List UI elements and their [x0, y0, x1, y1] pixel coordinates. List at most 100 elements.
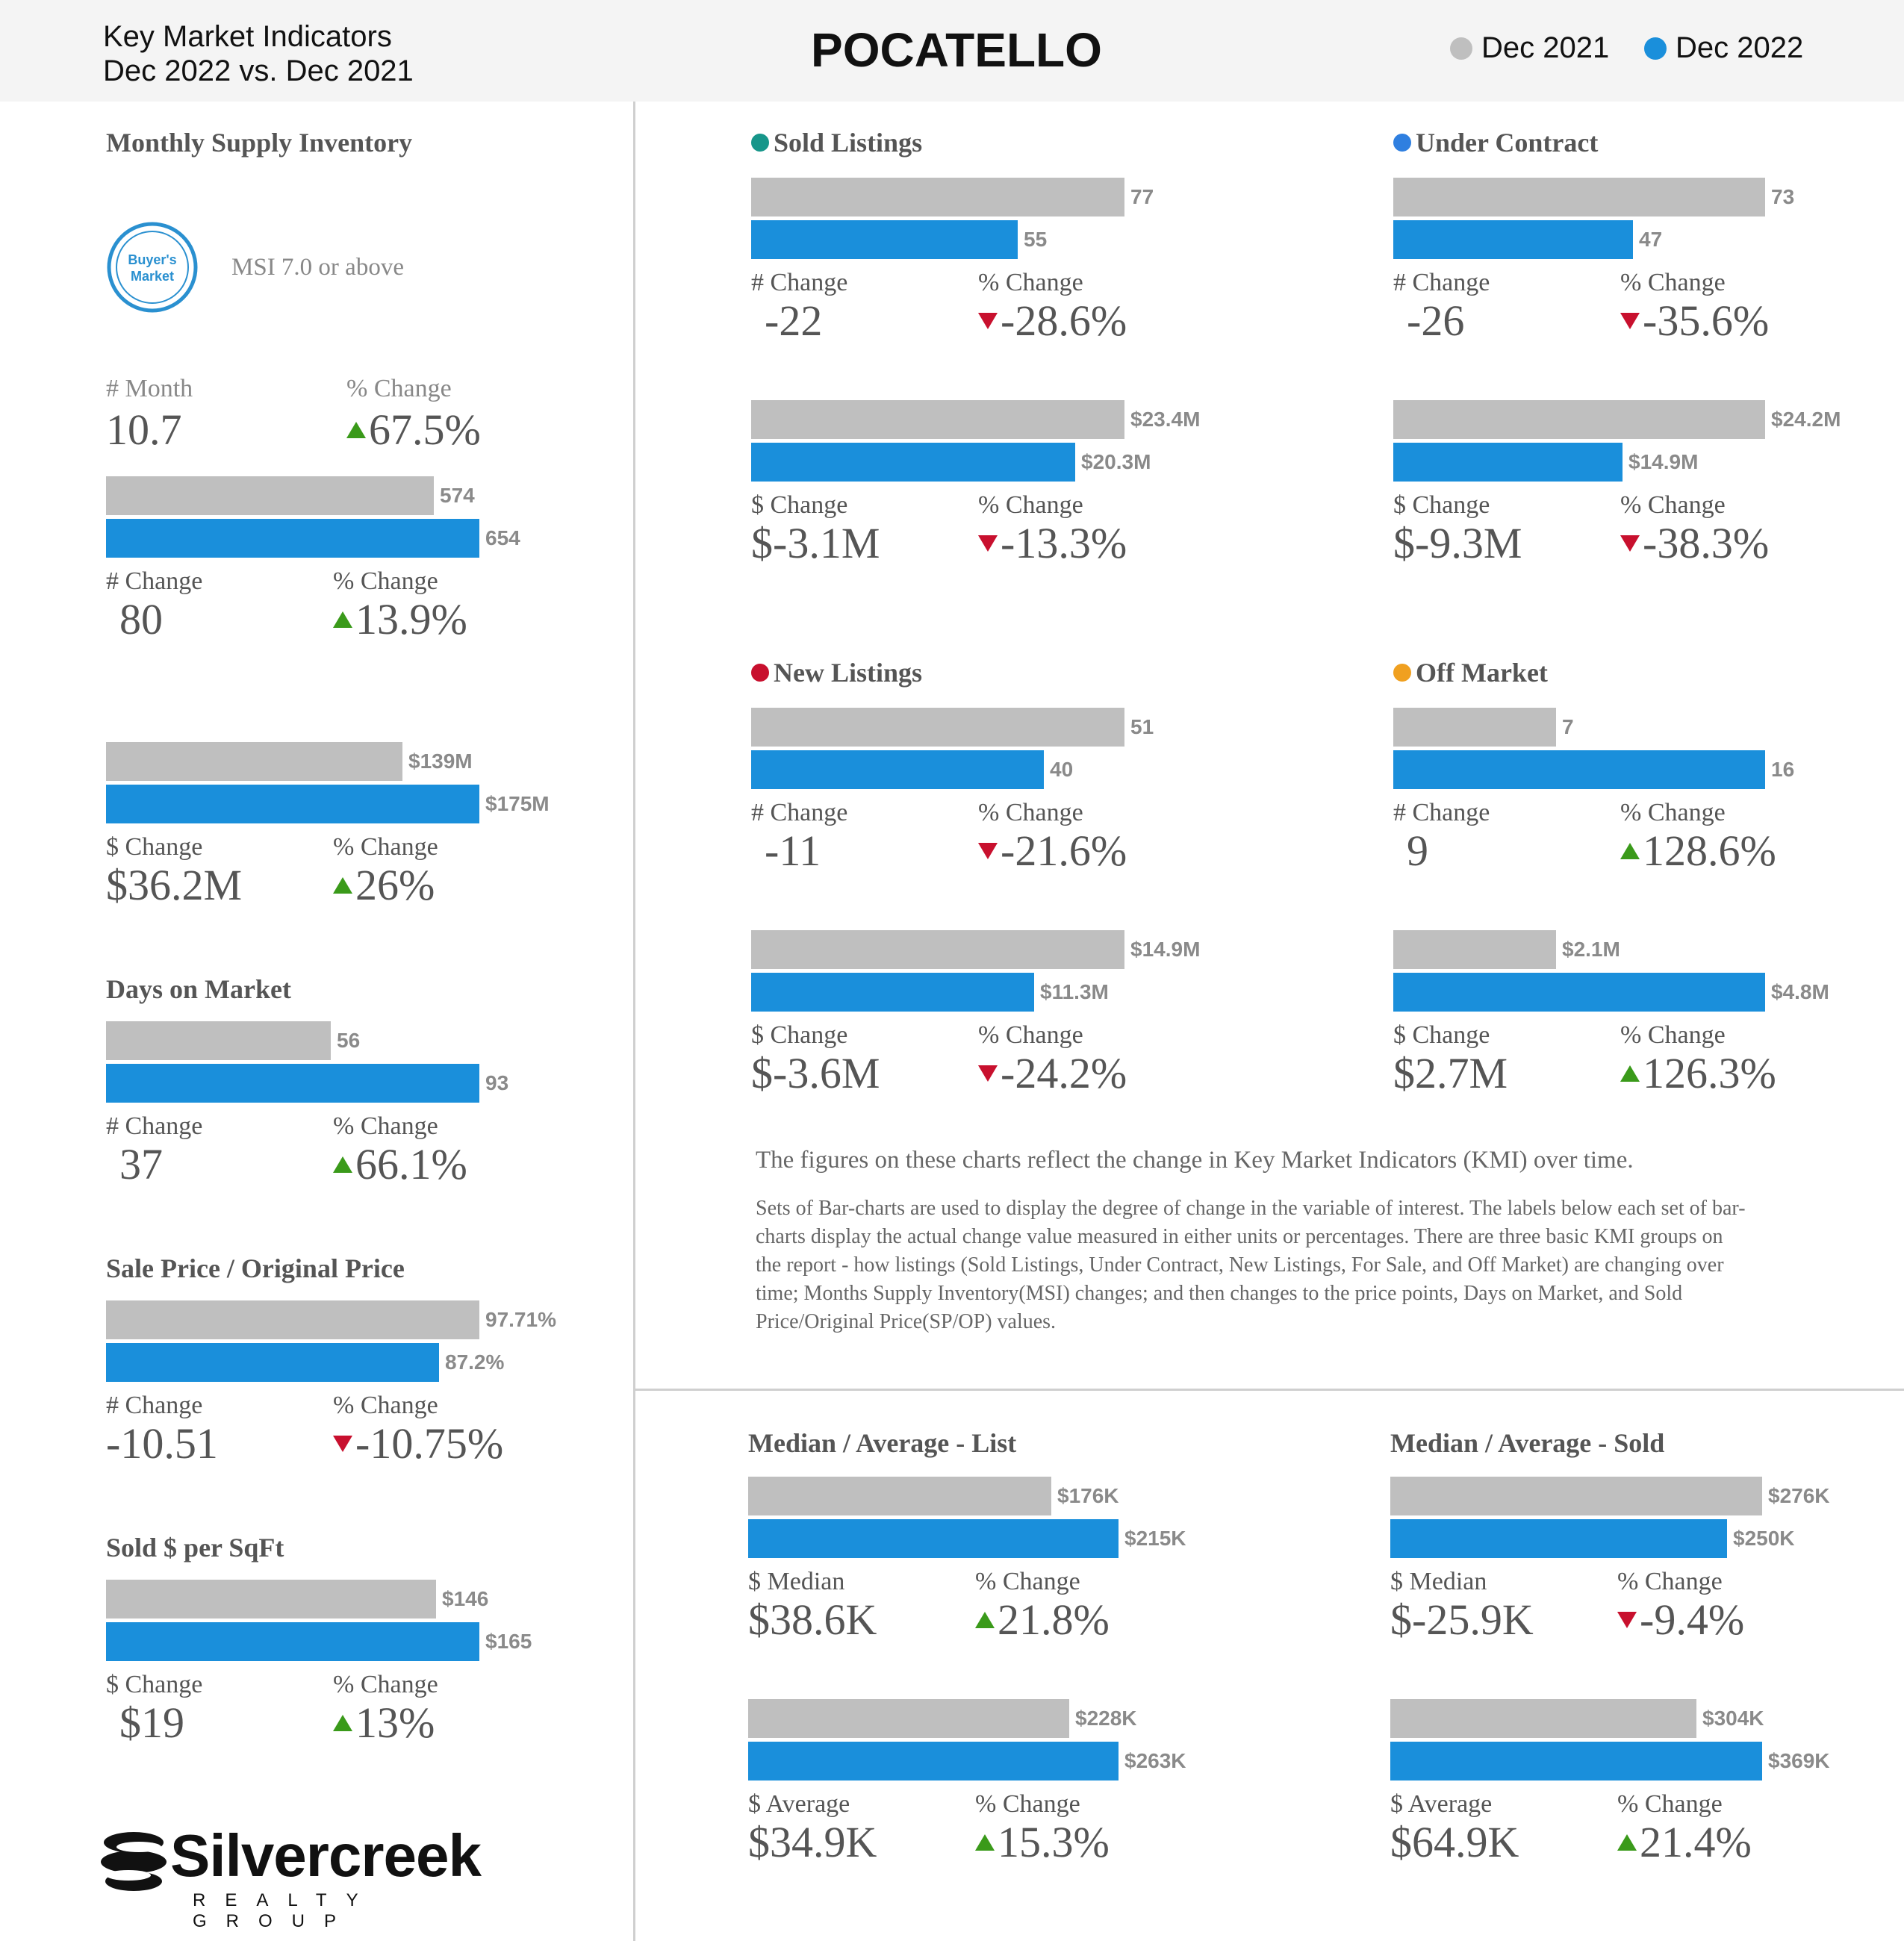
uc-count-change-label: # Change	[1393, 269, 1490, 296]
new-count-change-label: # Change	[751, 799, 848, 826]
sold-per-sqft-title: Sold $ per SqFt	[106, 1532, 284, 1563]
for-sale-count-pct-value: 13.9%	[333, 594, 467, 644]
off-volume-change-value: $2.7M	[1393, 1049, 1508, 1097]
uc-volume-bar-dec2022	[1393, 443, 1623, 482]
for-sale-count-bar-label: 654	[485, 526, 520, 549]
new-count-pct-label: % Change	[978, 799, 1083, 826]
days-on-market-change-value: 37	[119, 1140, 163, 1188]
sold-average-bar-dec2022	[1390, 1742, 1762, 1780]
for-sale-count-bar-dec2021	[106, 476, 434, 515]
up-triangle-icon	[1620, 1065, 1640, 1082]
for-sale-count-bar-dec2022	[106, 519, 479, 558]
off-count-bar-label: 7	[1562, 715, 1574, 738]
off-volume-bar-dec2021	[1393, 930, 1556, 969]
sold-average-bar-label: $304K	[1702, 1707, 1764, 1730]
logo-swoosh-icon	[101, 1832, 167, 1891]
list-median-pct-value: 21.8%	[975, 1595, 1110, 1645]
sold-per-sqft-title-text: Sold $ per SqFt	[106, 1533, 284, 1563]
off-volume-bar-dec2022	[1393, 973, 1765, 1012]
for-sale-volume-bar-dec2021	[106, 742, 402, 781]
sold-median-change-label: $ Median	[1390, 1568, 1487, 1595]
msi-pct-value: 67.5%	[346, 405, 481, 455]
new-volume-pct-text: -24.2%	[1001, 1049, 1127, 1097]
list-average-pct-label: % Change	[975, 1790, 1080, 1818]
up-triangle-icon	[346, 421, 366, 438]
new-count-title: New Listings	[751, 657, 922, 688]
header-subtitle-line1: Key Market Indicators	[103, 20, 392, 53]
new-volume-change-label: $ Change	[751, 1021, 848, 1049]
horizontal-divider	[635, 1389, 1904, 1391]
sold-count-change-label: # Change	[751, 269, 848, 296]
list-average-change-label: $ Average	[748, 1790, 850, 1818]
new-volume-bar-dec2021	[751, 930, 1124, 969]
off-count-title-text: Off Market	[1416, 658, 1548, 688]
sold-average-change-label: $ Average	[1390, 1790, 1493, 1818]
msi-title: Monthly Supply Inventory	[106, 128, 413, 158]
description-line: time; Months Supply Inventory(MSI) chang…	[756, 1282, 1683, 1305]
sp-op-change-label: # Change	[106, 1392, 203, 1419]
for-sale-volume-change-value: $36.2M	[106, 861, 243, 909]
msi-pct-text: 67.5%	[369, 405, 481, 454]
off-count-title: Off Market	[1393, 657, 1548, 688]
sold-volume-bar-label: $20.3M	[1081, 450, 1151, 473]
sold-average-bar-label: $369K	[1768, 1749, 1830, 1772]
sold-volume-change-value: $-3.1M	[751, 519, 880, 567]
down-triangle-icon	[978, 535, 998, 552]
sold-count-pct-text: -28.6%	[1001, 296, 1127, 345]
for-sale-volume-pct-value: 26%	[333, 860, 435, 910]
description-main: The figures on these charts reflect the …	[756, 1147, 1634, 1174]
sold-median-bar-label: $250K	[1733, 1527, 1795, 1550]
off-volume-bar-label: $4.8M	[1771, 980, 1829, 1003]
new-count-pct-text: -21.6%	[1001, 826, 1127, 875]
list-average-bar-label: $263K	[1124, 1749, 1186, 1772]
off-count-change-value: 9	[1407, 826, 1428, 875]
sold-volume-bar-label: $23.4M	[1130, 408, 1201, 431]
sp-op-pct-value: -10.75%	[333, 1418, 503, 1468]
sp-op-bar-label: 87.2%	[445, 1350, 505, 1374]
description-line: Price/Original Price(SP/OP) values.	[756, 1310, 1057, 1333]
for-sale-count-bar-label: 574	[440, 484, 475, 507]
page-title: POCATELLO	[811, 23, 1102, 77]
sold-count-title-text: Sold Listings	[774, 128, 923, 158]
new-count-bar-dec2021	[751, 708, 1124, 747]
up-triangle-icon	[333, 876, 352, 894]
legend-label-dec2022: Dec 2022	[1676, 31, 1804, 64]
up-triangle-icon	[333, 1714, 352, 1731]
off-count-pct-value: 128.6%	[1620, 826, 1776, 876]
sold-count-pct-value: -28.6%	[978, 296, 1127, 346]
list-average-bar-label: $228K	[1075, 1707, 1137, 1730]
msi-badge-text: MSI 7.0 or above	[231, 254, 404, 281]
uc-volume-bar-label: $14.9M	[1628, 450, 1699, 473]
uc-volume-change-label: $ Change	[1393, 491, 1490, 519]
list-median-title: Median / Average - List	[748, 1427, 1016, 1459]
legend-item-dec2022: Dec 2022	[1644, 31, 1803, 65]
vertical-divider	[633, 102, 635, 1941]
sold-count-change-value: -22	[765, 296, 823, 345]
off-volume-pct-value: 126.3%	[1620, 1048, 1776, 1098]
badge-line1: Buyer's	[128, 252, 176, 267]
down-triangle-icon	[1620, 535, 1640, 552]
off-volume-pct-label: % Change	[1620, 1021, 1726, 1049]
up-triangle-icon	[975, 1833, 995, 1851]
description-line: charts display the actual change value m…	[756, 1225, 1723, 1248]
legend-dot-blue-icon	[1644, 37, 1667, 60]
uc-count-pct-label: % Change	[1620, 269, 1726, 296]
msi-pct-label: % Change	[346, 375, 452, 402]
header-subtitle: Key Market Indicators Dec 2022 vs. Dec 2…	[103, 19, 414, 88]
badge-line2: Market	[131, 269, 174, 284]
sp-op-title: Sale Price / Original Price	[106, 1253, 405, 1284]
new-count-title-text: New Listings	[774, 658, 923, 688]
uc-volume-pct-text: -38.3%	[1643, 519, 1770, 567]
uc-count-pct-text: -35.6%	[1643, 296, 1770, 345]
header-bar	[0, 0, 1904, 102]
uc-count-bar-label: 47	[1639, 228, 1663, 251]
off-count-change-label: # Change	[1393, 799, 1490, 826]
sold-average-change-value: $64.9K	[1390, 1818, 1519, 1866]
down-triangle-icon	[978, 842, 998, 859]
sold-count-pct-label: % Change	[978, 269, 1083, 296]
logo-sub: REALTY GROUP	[193, 1890, 378, 1931]
sp-op-pct-label: % Change	[333, 1392, 438, 1419]
sold-median-pct-label: % Change	[1617, 1568, 1723, 1595]
sold-per-sqft-pct-text: 13%	[355, 1698, 435, 1747]
legend-dot-gray-icon	[1450, 37, 1472, 60]
